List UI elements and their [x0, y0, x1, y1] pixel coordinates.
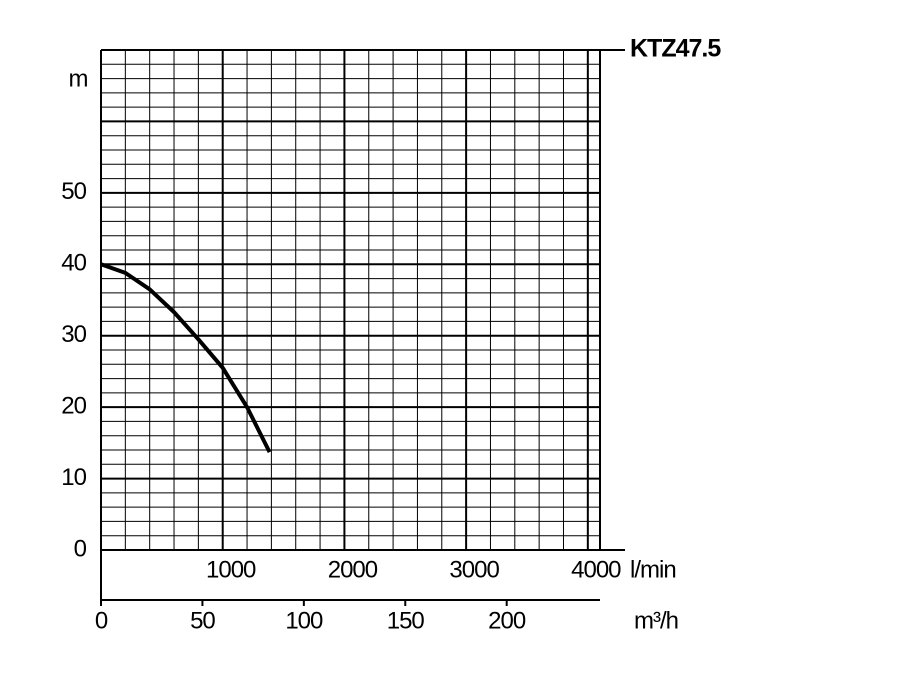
x-tick-label: 2000 [328, 556, 378, 583]
y-axis-label: m [69, 65, 88, 92]
x2-tick-label: 50 [190, 607, 215, 634]
y-tick-label: 40 [61, 250, 86, 277]
x2-tick-label: 100 [285, 607, 323, 634]
x2-tick-label: 200 [488, 607, 526, 634]
y-tick-label: 0 [74, 535, 87, 562]
x-tick-label: 3000 [449, 556, 499, 583]
x2-axis-label: m³/h [634, 607, 678, 634]
y-tick-label: 10 [61, 464, 86, 491]
curve [100, 262, 272, 454]
y-tick-label: 20 [61, 392, 86, 419]
y-tick-label: 50 [61, 178, 86, 205]
x2-tick-label: 0 [95, 607, 108, 634]
x-tick-label: 4000 [571, 556, 621, 583]
x2-tick-label: 150 [387, 607, 425, 634]
x-axis-label: l/min [630, 556, 676, 583]
x-tick-label: 1000 [206, 556, 256, 583]
y-tick-label: 30 [61, 321, 86, 348]
chart-title: KTZ47.5 [630, 35, 721, 63]
